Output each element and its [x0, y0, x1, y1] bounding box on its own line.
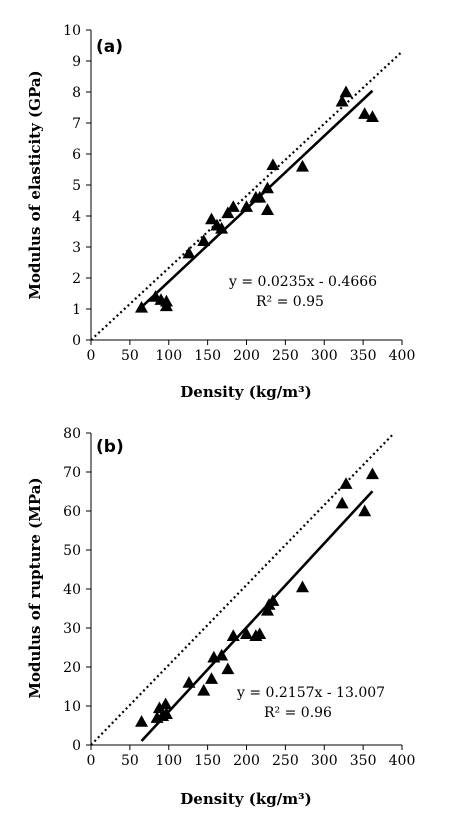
panel-a-data-point [215, 221, 229, 234]
panel-b-data-point [159, 697, 173, 710]
panel-b-data-point [197, 683, 211, 696]
panel-a-data-point [159, 294, 173, 307]
panel-b-data-point [365, 467, 379, 480]
panel-a-data-point [197, 234, 211, 246]
panel-a-r-squared: R² = 0.95 [256, 294, 324, 310]
panel-a-data-point [335, 94, 349, 107]
panel-b-y-tick-label: 60 [63, 504, 81, 520]
panel-b-data-point [135, 715, 149, 727]
panel-a-x-tick-label: 100 [155, 348, 182, 364]
panel-b-y-tick-label: 80 [63, 426, 81, 442]
panel-b-data-point [335, 496, 349, 509]
panel-b-data-point [266, 594, 280, 606]
panel-a-x-tick-label: 350 [350, 348, 377, 364]
panel-a-data-point [295, 159, 309, 172]
panel-a-data-point [240, 200, 253, 212]
panel-a-y-axis-title: Modulus of elasticity (GPa) [26, 70, 44, 299]
panel-b-data-point [295, 580, 309, 593]
panel-a-chart: 0 50 100 150 200 250 300 350 400 0 1 2 3 4 5 6 7 8 9 10 Mod… [26, 23, 415, 401]
panel-a-data-point [226, 200, 240, 212]
panel-a-y-tick-label: 1 [72, 302, 81, 318]
panel-a-y-tick-label: 8 [72, 85, 81, 101]
panel-a-x-tick-label: 250 [272, 348, 299, 364]
panel-a-x-tick-label: 400 [389, 348, 416, 364]
panel-a-x-tick-label: 300 [311, 348, 338, 364]
panel-b-x-tick-label: 350 [350, 753, 377, 769]
panel-a-y-tick-label: 4 [72, 209, 81, 225]
panel-b-data-point [226, 629, 240, 641]
panel-a-x-tick-label: 200 [233, 348, 260, 364]
panel-a-y-tick-label: 9 [72, 54, 81, 70]
panel-a-data-point [365, 110, 379, 122]
panel-b-y-tick-label: 20 [63, 660, 81, 676]
panel-a-data-point [221, 206, 235, 219]
panel-a-y-tick-label: 10 [63, 23, 81, 39]
panel-b-x-tick-label: 250 [272, 753, 299, 769]
panel-b-equation: y = 0.2157x - 13.007 [236, 685, 385, 701]
panel-b-data-point [339, 477, 353, 489]
panel-b-y-tick-label: 40 [63, 582, 81, 598]
panel-a-x-tick-label: 150 [194, 348, 221, 364]
panel-a-y-tick-label: 7 [72, 116, 81, 132]
panel-a-y-tick-label: 3 [72, 240, 81, 256]
panel-b-r-squared: R² = 0.96 [264, 705, 332, 721]
panel-a-label: (a) [96, 37, 123, 57]
panel-b-x-tick-label: 300 [311, 753, 338, 769]
panel-b-data-point [215, 648, 229, 661]
panel-a-data-point [266, 158, 280, 171]
panel-b-chart: 0 50 100 150 200 250 300 350 400 0 10 20 30 40 50 60 70 8… [26, 426, 415, 808]
panel-b-data-point [253, 627, 267, 640]
panel-b-y-tick-label: 50 [63, 543, 81, 559]
panel-a-y-tick-label: 2 [72, 271, 81, 287]
panel-a-reference-line [90, 50, 403, 341]
panel-a-data-point [339, 85, 353, 98]
panel-b-y-tick-label: 70 [63, 465, 81, 481]
panel-b-x-tick-label: 200 [233, 753, 260, 769]
panel-a-y-tick-label: 0 [72, 333, 81, 349]
panel-a-data-point [182, 246, 196, 259]
panel-a-y-tick-label: 5 [72, 178, 81, 194]
panel-b-data-point [205, 672, 219, 684]
panel-a-y-tick-label: 6 [72, 147, 81, 163]
panel-b-data-point [182, 676, 196, 688]
panel-a-data-point [253, 190, 267, 203]
panel-b-x-tick-label: 100 [155, 753, 182, 769]
panel-b-label: (b) [96, 437, 124, 457]
panel-b-x-tick-label: 150 [194, 753, 221, 769]
panel-b-y-tick-label: 0 [72, 738, 81, 754]
panel-b-data-point [358, 504, 372, 517]
panel-a-data-point [358, 107, 372, 119]
panel-a-x-tick-label: 0 [87, 348, 96, 364]
panel-a-data-point [135, 300, 149, 313]
panel-b-x-tick-label: 50 [121, 753, 139, 769]
panel-a-x-tick-label: 50 [121, 348, 139, 364]
panel-b-x-axis-title: Density (kg/m³) [180, 790, 311, 808]
panel-b-data-point [221, 662, 235, 675]
panel-a-data-point [260, 181, 274, 194]
panel-a-data-point [260, 203, 274, 215]
panel-a-equation: y = 0.0235x - 0.4666 [228, 274, 377, 290]
panel-b-y-axis-title: Modulus of rupture (MPa) [26, 477, 44, 698]
panel-b-y-tick-label: 10 [63, 699, 81, 715]
panel-b-y-tick-label: 30 [63, 621, 81, 637]
panel-b-x-tick-label: 0 [87, 753, 96, 769]
panel-b-x-tick-label: 400 [389, 753, 416, 769]
panel-b-data-point [260, 603, 274, 616]
panel-b-data-point [159, 707, 173, 719]
panel-b-fit-line [140, 490, 374, 742]
panel-b-data-point [240, 627, 253, 640]
panel-a-x-axis-title: Density (kg/m³) [180, 383, 311, 401]
panel-a-data-point [205, 212, 219, 225]
